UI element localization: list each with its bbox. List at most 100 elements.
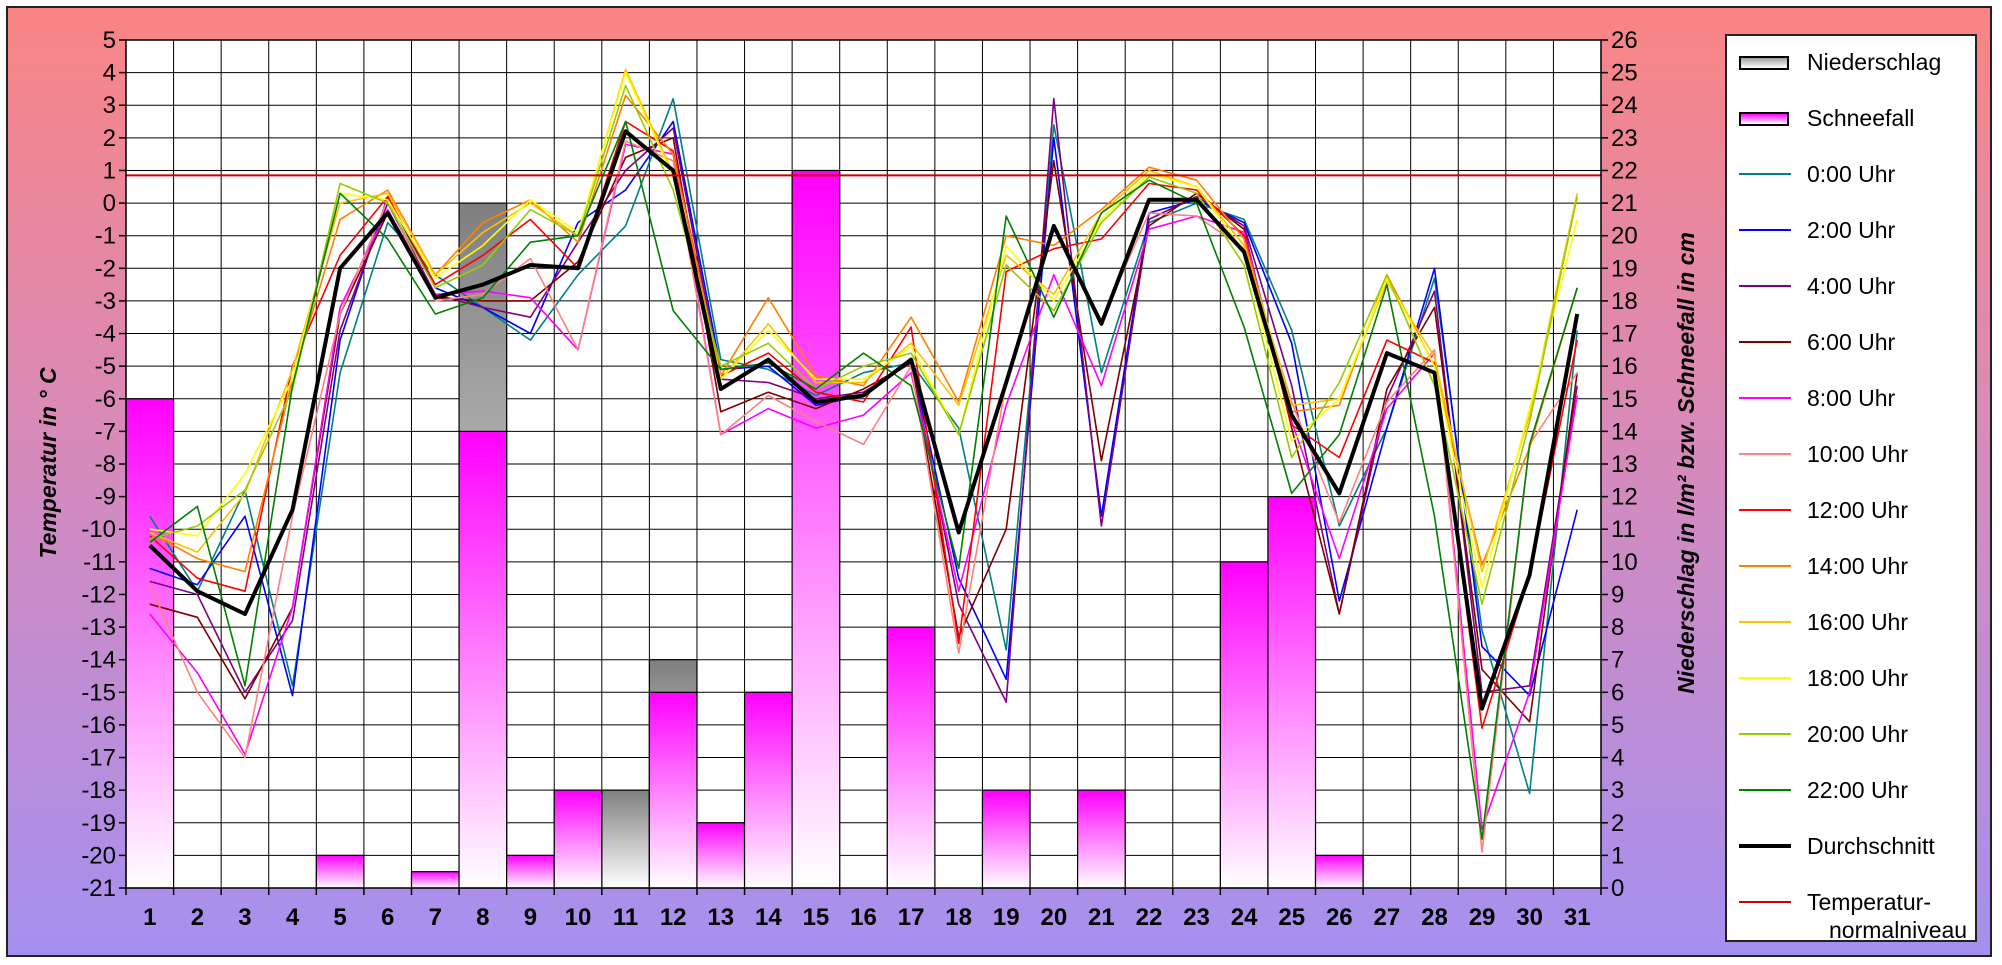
y-left-tick-label: -16 — [81, 712, 116, 739]
x-tick-label: 23 — [1183, 904, 1210, 931]
bar-schneefall — [886, 626, 936, 889]
x-tick-label: 4 — [286, 904, 300, 931]
y-right-tick-label: 26 — [1611, 27, 1638, 54]
legend-item: 8:00 Uhr — [1737, 378, 1973, 418]
y-left-tick-label: -7 — [95, 418, 116, 445]
x-tick-label: 16 — [850, 904, 877, 931]
x-tick-label: 20 — [1040, 904, 1067, 931]
x-tick-label: 25 — [1278, 904, 1305, 931]
legend-item: 4:00 Uhr — [1737, 266, 1973, 306]
x-tick-label: 31 — [1564, 904, 1591, 931]
legend-label: Niederschlag — [1807, 49, 1942, 75]
legend-item: 6:00 Uhr — [1737, 322, 1973, 362]
y-right-tick-label: 24 — [1611, 92, 1638, 119]
legend-line-marker — [1739, 173, 1791, 175]
bar-schneefall — [458, 430, 508, 889]
y-right-tick-label: 13 — [1611, 451, 1638, 478]
x-tick-label: 30 — [1516, 904, 1543, 931]
legend-item: 12:00 Uhr — [1737, 490, 1973, 530]
legend-item: 22:00 Uhr — [1737, 770, 1973, 810]
x-tick-label: 2 — [191, 904, 204, 931]
bar-schneefall — [125, 398, 175, 889]
legend: Niederschlag Schneefall 0:00 Uhr 2:00 Uhr 4:… — [1725, 34, 1977, 943]
y-right-tick-label: 17 — [1611, 321, 1638, 348]
y-right-tick-label: 1 — [1611, 842, 1624, 869]
legend-label: Schneefall — [1807, 105, 1915, 131]
y-left-tick-label: -17 — [81, 745, 116, 772]
x-tick-label: 18 — [945, 904, 972, 931]
y-right-tick-label: 25 — [1611, 60, 1638, 87]
y-left-tick-label: -3 — [95, 288, 116, 315]
y-right-tick-label: 4 — [1611, 745, 1624, 772]
y-left-tick-label: -21 — [81, 875, 116, 902]
x-tick-label: 15 — [803, 904, 830, 931]
y-right-tick-label: 9 — [1611, 581, 1624, 608]
legend-label: 12:00 Uhr — [1807, 497, 1909, 523]
y-right-tick-label: 15 — [1611, 386, 1638, 413]
legend-label: 2:00 Uhr — [1807, 217, 1896, 243]
legend-label: 0:00 Uhr — [1807, 161, 1896, 187]
bar-schneefall — [696, 822, 746, 889]
y-right-tick-label: 7 — [1611, 647, 1624, 674]
y-right-tick-label: 20 — [1611, 223, 1638, 250]
y-left-tick-label: -5 — [95, 353, 116, 380]
x-tick-label: 29 — [1469, 904, 1496, 931]
legend-item: 0:00 Uhr — [1737, 154, 1973, 194]
legend-item: 16:00 Uhr — [1737, 602, 1973, 642]
bar-schneefall — [1077, 789, 1126, 889]
y-right-tick-label: 2 — [1611, 810, 1624, 837]
legend-line-marker — [1739, 901, 1791, 903]
x-tick-label: 13 — [707, 904, 734, 931]
chart-plot: 543210-1-2-3-4-5-6-7-8-9-10-11-12-13-14-… — [35, 27, 1699, 931]
x-tick-label: 11 — [613, 904, 638, 931]
y-right-tick-label: 18 — [1611, 288, 1638, 315]
y-left-tick-label: -2 — [95, 255, 116, 282]
bar-schneefall — [1314, 854, 1364, 889]
legend-swatch — [1739, 56, 1789, 70]
legend-label: 10:00 Uhr — [1807, 441, 1909, 467]
legend-item: Schneefall — [1737, 98, 1973, 138]
y-left-tick-label: -18 — [81, 777, 116, 804]
series-line-8-00-uhr — [149, 143, 1578, 831]
legend-line-marker — [1739, 341, 1791, 343]
legend-label-line2: normalniveau — [1829, 917, 1968, 943]
legend-label: 8:00 Uhr — [1807, 385, 1896, 411]
x-tick-label: 9 — [524, 904, 537, 931]
legend-line-marker — [1739, 565, 1791, 567]
x-tick-label: 17 — [898, 904, 925, 931]
y-left-tick-label: -13 — [81, 614, 116, 641]
legend-label: 6:00 Uhr — [1807, 329, 1896, 355]
legend-line-marker — [1739, 285, 1791, 287]
x-tick-label: 27 — [1374, 904, 1401, 931]
y-left-tick-label: 2 — [103, 125, 116, 152]
x-tick-label: 6 — [381, 904, 394, 931]
legend-label: 14:00 Uhr — [1807, 553, 1909, 579]
bar-schneefall — [791, 169, 841, 889]
x-tick-label: 1 — [143, 904, 156, 931]
y-right-tick-label: 14 — [1611, 418, 1638, 445]
y-left-tick-label: 4 — [103, 60, 116, 87]
y-left-tick-label: -1 — [95, 223, 116, 250]
x-tick-label: 5 — [333, 904, 346, 931]
legend-swatch — [1739, 112, 1789, 126]
y-left-tick-label: -10 — [81, 516, 116, 543]
chart-frame: 5 4 3 2 1 0 -1 -2 -3 -4 -5 -6 -7 -8 -9 -10 -11 -12 -13 -14-… — [6, 6, 1992, 957]
bar-schneefall — [506, 854, 555, 889]
x-tick-label: 19 — [993, 904, 1020, 931]
y-right-tick-label: 23 — [1611, 125, 1638, 152]
legend-item: 2:00 Uhr — [1737, 210, 1973, 250]
y-right-tick-label: 11 — [1611, 516, 1636, 543]
series-line-0-00-uhr — [149, 97, 1578, 795]
x-tick-label: 8 — [476, 904, 489, 931]
legend-label: 16:00 Uhr — [1807, 609, 1909, 635]
bar-schneefall — [1219, 561, 1269, 889]
legend-label: 4:00 Uhr — [1807, 273, 1896, 299]
legend-label: Temperatur- — [1807, 889, 1931, 915]
y-right-tick-label: 21 — [1611, 190, 1638, 217]
y-left-tick-label: -11 — [83, 549, 116, 576]
legend-label: 22:00 Uhr — [1807, 777, 1909, 803]
series-line-18-00-uhr — [149, 71, 1578, 589]
legend-line-marker — [1739, 789, 1791, 791]
y-right-tick-label: 6 — [1611, 679, 1624, 706]
legend-line-marker — [1739, 397, 1791, 399]
